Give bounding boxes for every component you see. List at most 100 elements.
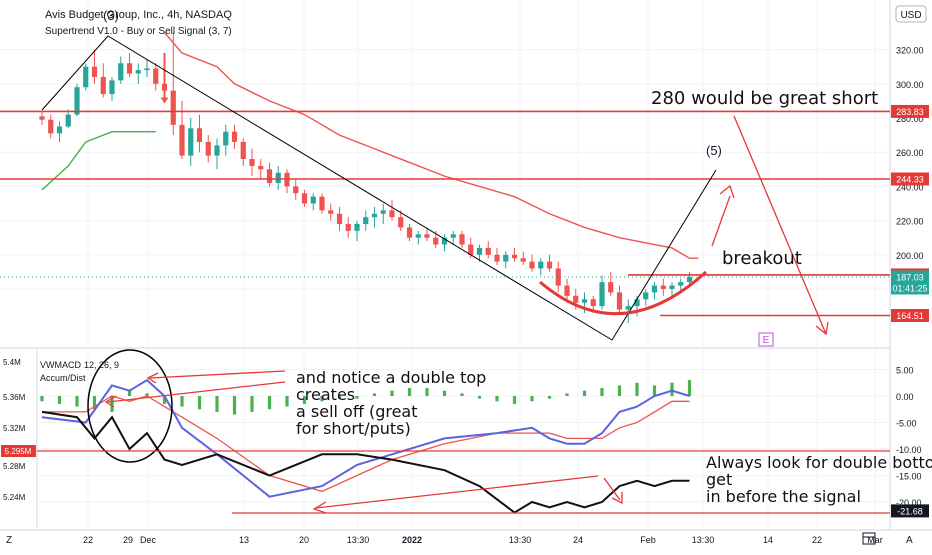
candle[interactable] <box>634 299 640 307</box>
candle[interactable] <box>196 128 203 142</box>
candle[interactable] <box>660 285 666 289</box>
candle[interactable] <box>126 63 133 74</box>
candle[interactable] <box>56 126 63 134</box>
macd-legend-params[interactable]: 12, 26, 9 <box>84 360 119 370</box>
lower-pane[interactable] <box>40 378 692 514</box>
candle[interactable] <box>205 141 211 156</box>
candle[interactable] <box>371 213 378 218</box>
candle[interactable] <box>354 224 360 231</box>
candle[interactable] <box>258 165 264 170</box>
candle[interactable] <box>380 210 386 214</box>
timezone-corner[interactable]: Z <box>6 535 12 546</box>
candle[interactable] <box>450 234 456 238</box>
double-top-circle[interactable] <box>87 349 173 463</box>
candle[interactable] <box>424 234 430 238</box>
rounding-bottom-arc[interactable] <box>539 270 708 316</box>
candle[interactable] <box>573 295 579 303</box>
candle[interactable] <box>109 80 115 95</box>
candle[interactable] <box>643 292 649 300</box>
candle[interactable] <box>249 159 255 166</box>
candle[interactable] <box>433 237 439 245</box>
candle[interactable] <box>599 282 605 307</box>
candle[interactable] <box>214 145 220 156</box>
candle[interactable] <box>144 68 150 71</box>
candle[interactable] <box>319 196 325 211</box>
candle[interactable] <box>363 217 369 225</box>
currency-button[interactable] <box>895 5 927 23</box>
candle[interactable] <box>293 186 299 194</box>
double-top-arrow[interactable] <box>107 381 286 403</box>
candle[interactable] <box>538 261 544 269</box>
candle[interactable] <box>389 210 395 218</box>
candle[interactable] <box>231 131 238 142</box>
candle[interactable] <box>564 285 570 296</box>
calendar-goto-icon[interactable] <box>862 532 876 545</box>
signal-line[interactable] <box>42 395 690 493</box>
candle[interactable] <box>336 213 343 225</box>
candle[interactable] <box>135 70 141 74</box>
earnings-marker[interactable] <box>758 332 774 347</box>
short-target-arrow[interactable] <box>733 115 827 335</box>
candle[interactable] <box>485 247 491 255</box>
candle[interactable] <box>520 258 526 262</box>
macd-legend[interactable]: VWMACD <box>40 360 81 370</box>
candle[interactable] <box>441 237 448 245</box>
candle[interactable] <box>100 76 106 95</box>
candle[interactable] <box>459 234 465 245</box>
candle[interactable] <box>581 299 588 303</box>
candle[interactable] <box>170 90 176 125</box>
price-tag[interactable] <box>891 308 929 322</box>
candle[interactable] <box>240 141 246 160</box>
candle[interactable] <box>188 128 194 156</box>
candle[interactable] <box>179 124 185 156</box>
supertrend-up-line[interactable] <box>41 130 156 191</box>
candle[interactable] <box>546 261 553 269</box>
candle[interactable] <box>608 282 614 293</box>
candle[interactable] <box>476 247 483 255</box>
candle[interactable] <box>223 131 229 146</box>
candle[interactable] <box>406 227 413 238</box>
candle[interactable] <box>503 254 509 262</box>
candle[interactable] <box>39 116 45 120</box>
candle[interactable] <box>345 224 351 231</box>
candle[interactable] <box>48 119 54 134</box>
macd-value-tag[interactable] <box>891 504 929 518</box>
candle[interactable] <box>686 277 693 283</box>
candle[interactable] <box>266 169 273 183</box>
price-tag[interactable] <box>891 172 929 186</box>
supertrend-down-line[interactable] <box>163 32 699 259</box>
accum-value-tag[interactable] <box>1 445 36 457</box>
macd-line[interactable] <box>41 378 690 498</box>
candle[interactable] <box>83 66 89 88</box>
candle[interactable] <box>301 193 308 204</box>
candle[interactable] <box>494 254 500 262</box>
auto-scale-corner[interactable]: A <box>906 535 913 546</box>
double-bottom-arrow[interactable] <box>603 477 621 501</box>
candle[interactable] <box>118 63 124 81</box>
candle[interactable] <box>669 285 675 289</box>
candle[interactable] <box>415 234 421 238</box>
candle[interactable] <box>468 244 474 255</box>
indicator-label[interactable]: Supertrend V1.0 - Buy or Sell Signal (3,… <box>45 26 232 37</box>
candle[interactable] <box>555 268 561 286</box>
symbol-title[interactable]: Avis Budget Group, Inc., 4h, NASDAQ <box>45 9 232 21</box>
elliott-wave-lines[interactable] <box>41 35 717 341</box>
candle[interactable] <box>65 114 71 127</box>
candle[interactable] <box>678 282 684 286</box>
upper-pane[interactable] <box>39 32 699 324</box>
divergence-arrow[interactable] <box>315 475 599 509</box>
price-tag[interactable] <box>891 270 929 295</box>
candle[interactable] <box>153 68 159 84</box>
drawings[interactable] <box>0 35 890 514</box>
candle[interactable] <box>590 299 596 307</box>
candle[interactable] <box>91 66 98 77</box>
candle[interactable] <box>529 261 535 269</box>
candle[interactable] <box>625 306 631 310</box>
double-top-arrow[interactable] <box>149 370 286 379</box>
candle[interactable] <box>511 254 518 259</box>
breakout-arrow[interactable] <box>711 195 731 247</box>
candle[interactable] <box>275 172 281 183</box>
candle[interactable] <box>74 87 80 115</box>
candle[interactable] <box>651 285 658 293</box>
